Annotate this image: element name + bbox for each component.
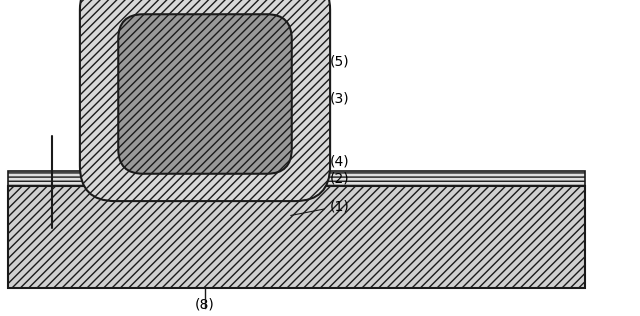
Bar [8, 186, 585, 288]
Text: (8): (8) [195, 298, 215, 312]
FancyBboxPatch shape [80, 0, 330, 201]
Text: (5): (5) [265, 54, 349, 68]
Polygon shape [120, 153, 290, 171]
Bar [8, 171, 585, 186]
Text: (4): (4) [291, 154, 349, 168]
Text: (3): (3) [265, 91, 349, 106]
Text: (1): (1) [291, 199, 349, 216]
Text: (2): (2) [291, 171, 349, 185]
FancyBboxPatch shape [118, 14, 292, 174]
